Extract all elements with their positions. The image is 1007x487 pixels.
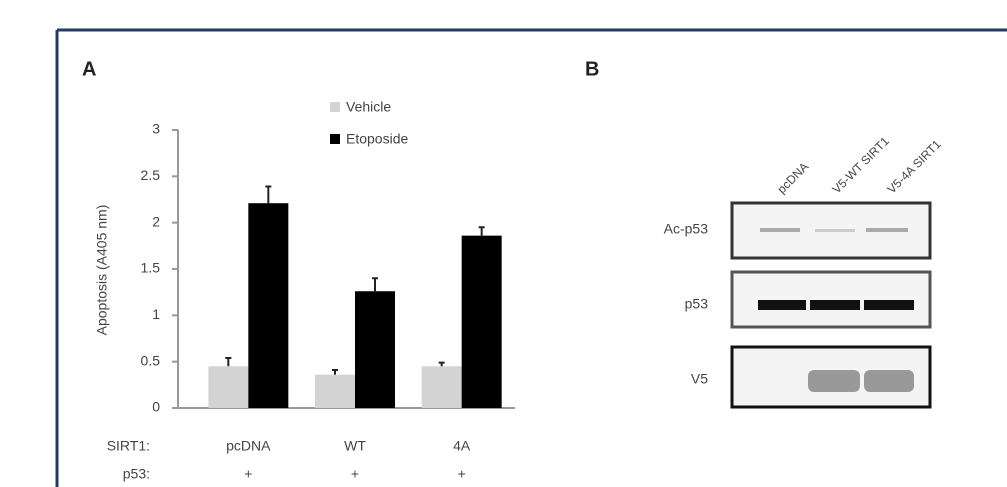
blot-lane-label: pcDNA	[774, 160, 811, 197]
error-bar	[372, 278, 378, 291]
y-tick-label: 2.5	[141, 167, 161, 183]
band	[864, 370, 914, 392]
y-tick-label: 0.5	[141, 352, 161, 368]
band	[758, 300, 806, 310]
legend-label: Etoposide	[346, 131, 408, 147]
x-tick-label: WT	[344, 438, 366, 454]
row-label: p53:	[123, 466, 150, 482]
bar	[248, 203, 288, 408]
panel-label: A	[82, 58, 96, 80]
y-tick-label: 0	[152, 399, 160, 415]
panel-label: B	[585, 58, 599, 80]
legend-label: Vehicle	[346, 99, 391, 115]
error-bar	[332, 370, 338, 375]
row-label: SIRT1:	[107, 438, 150, 454]
y-tick-label: 3	[152, 121, 160, 137]
row-cell: +	[351, 466, 359, 482]
row-cell: +	[458, 466, 466, 482]
bar	[208, 366, 248, 408]
error-bar	[225, 358, 231, 366]
bar	[462, 236, 502, 408]
legend-swatch	[330, 134, 340, 144]
band	[808, 370, 860, 392]
blot-row-label: Ac-p53	[664, 221, 709, 237]
band	[864, 300, 914, 310]
error-bar	[439, 363, 445, 367]
blot-lane-label: V5-4A SIRT1	[884, 137, 943, 196]
band	[866, 228, 908, 232]
error-bar	[265, 187, 271, 204]
blot-row-label: V5	[691, 371, 708, 387]
x-tick-label: 4A	[453, 438, 471, 454]
x-tick-label: pcDNA	[226, 438, 271, 454]
figure: A B Apoptosis (A405 nm) 0 0.5 1 1.5 2 2.5 3 Veh…	[0, 0, 1007, 487]
y-axis-label: Apoptosis (A405 nm)	[94, 205, 110, 336]
row-cell: +	[244, 466, 252, 482]
y-tick-label: 1	[152, 306, 160, 322]
error-bar	[479, 227, 485, 235]
bar	[315, 375, 355, 408]
y-tick-label: 2	[152, 213, 160, 229]
y-tick-label: 1.5	[141, 260, 161, 276]
legend-swatch	[330, 102, 340, 112]
blot-row-label: p53	[685, 296, 709, 312]
band	[810, 300, 860, 310]
band	[815, 229, 855, 232]
bar	[422, 366, 462, 408]
blot-box	[732, 272, 930, 327]
band	[760, 228, 800, 232]
blot-lane-label: V5-WT SIRT1	[829, 134, 892, 197]
bar	[355, 291, 395, 408]
